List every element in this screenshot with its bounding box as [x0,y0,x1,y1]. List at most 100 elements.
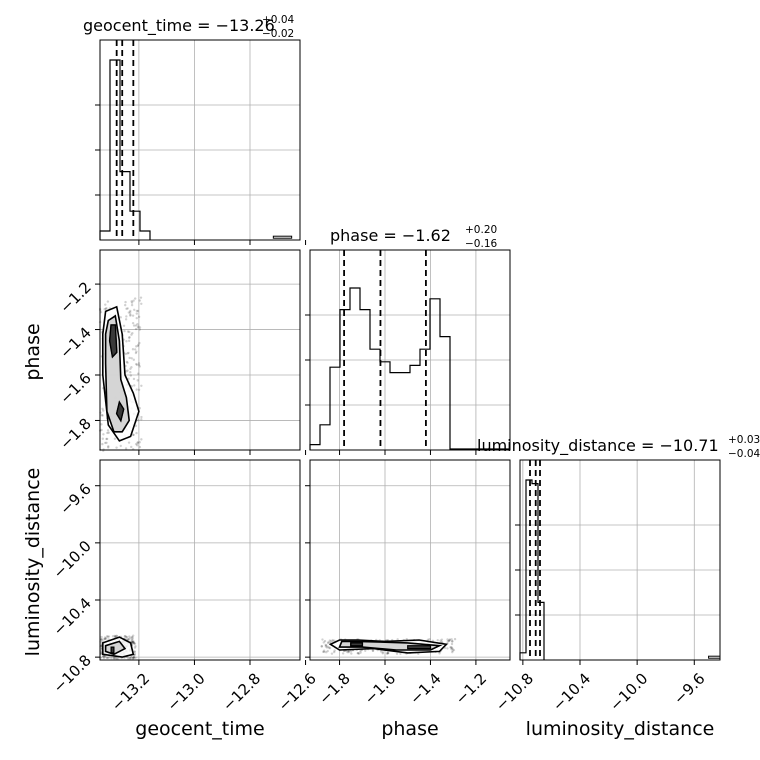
scatter-luminosity-distance-vs-phase-sample-9 [385,652,389,655]
scatter-luminosity-distance-vs-phase-sample-124 [386,651,390,655]
scatter-phase-vs-geocent-time-sample-94 [130,445,133,449]
scatter-luminosity-distance-vs-phase-frame [309,459,511,661]
hist-luminosity-distance-step [519,479,545,660]
scatter-luminosity-distance-vs-phase-sample-45 [324,645,328,648]
scatter-luminosity-distance-vs-geocent-time-sample-232 [102,655,105,658]
scatter-phase-vs-geocent-time-sample-115 [101,414,104,417]
scatter-phase-vs-geocent-time-sample-180 [132,433,135,437]
scatter-phase-vs-geocent-time-sample-203 [128,356,131,360]
scatter-luminosity-distance-vs-geocent-time-sample-243 [104,637,107,641]
scatter-phase-vs-geocent-time-sample-221 [130,333,133,336]
scatter-luminosity-distance-vs-geocent-time-sample-251 [115,634,118,638]
scatter-phase-vs-geocent-time-sample-108 [123,303,127,307]
scatter-luminosity-distance-vs-geocent-time-sample-91 [115,657,119,660]
scatter-phase-vs-geocent-time-sample-183 [134,327,138,331]
scatter-luminosity-distance-vs-geocent-time-sample-133 [105,635,109,638]
scatter-luminosity-distance-vs-geocent-time-sample-57 [131,639,134,643]
scatter-phase-vs-geocent-time-sample-72 [135,316,138,320]
scatter-phase-vs-geocent-time-sample-123 [140,438,143,441]
scatter-luminosity-distance-vs-phase-sample-31 [446,638,449,641]
scatter-luminosity-distance-vs-phase-sample-186 [327,641,330,644]
scatter-luminosity-distance-vs-phase-sample-143 [438,652,441,655]
scatter-phase-vs-geocent-time-sample-146 [136,326,140,329]
scatter-luminosity-distance-vs-geocent-time-sample-104 [111,635,115,638]
scatter-luminosity-distance-vs-phase-sample-34 [452,648,456,652]
hist-luminosity-distance-xtick-label-0: −10.8 [492,670,537,715]
scatter-luminosity-distance-vs-phase-sample-29 [328,639,332,642]
scatter-luminosity-distance-vs-geocent-time-sample-235 [131,637,134,641]
scatter-luminosity-distance-vs-phase-sample-42 [450,642,454,646]
scatter-phase-vs-geocent-time-sample-165 [132,358,135,361]
scatter-phase-vs-geocent-time-sample-162 [138,341,141,345]
scatter-luminosity-distance-vs-geocent-time-sample-259 [113,634,117,638]
scatter-luminosity-distance-vs-geocent-time-sample-37 [126,638,130,641]
scatter-luminosity-distance-vs-geocent-time-sample-60 [133,646,137,649]
scatter-luminosity-distance-vs-geocent-time-sample-25 [124,634,127,638]
scatter-phase-vs-geocent-time-sample-220 [100,423,103,426]
scatter-phase-vs-geocent-time-sample-170 [128,336,131,340]
scatter-luminosity-distance-vs-phase-sample-7 [327,645,330,648]
title-geocent-time-label: geocent_time = −13.26 [83,16,275,36]
scatter-luminosity-distance-vs-phase-sample-25 [326,649,329,653]
scatter-luminosity-distance-vs-phase-sample-0 [356,652,359,655]
scatter-luminosity-distance-vs-geocent-time-sample-117 [132,642,136,645]
hist-luminosity-distance-outlier-bin-0 [708,655,721,659]
scatter-luminosity-distance-vs-geocent-time-sample-227 [103,637,107,641]
scatter-phase-vs-geocent-time-sample-67 [127,339,131,343]
scatter-luminosity-distance-vs-phase-sample-168 [439,639,442,642]
scatter-phase-vs-geocent-time-sample-227 [119,316,122,319]
scatter-phase-vs-geocent-time-sample-131 [126,361,129,364]
scatter-luminosity-distance-vs-geocent-time-ytick-label-2: −10.0 [50,537,95,582]
title-luminosity-distance: luminosity_distance = −10.71 +0.03 −0.04 [477,434,760,460]
scatter-luminosity-distance-vs-phase-sample-91 [322,650,325,654]
scatter-luminosity-distance-vs-phase-xtick-label-0: −1.8 [315,670,353,708]
scatter-phase-vs-geocent-time-sample-255 [135,350,138,353]
scatter-luminosity-distance-vs-geocent-time-xtick-label-0: −13.2 [108,670,153,715]
scatter-luminosity-distance-vs-phase-sample-183 [328,646,332,650]
scatter-phase-vs-geocent-time-sample-226 [135,345,138,348]
scatter-phase-vs-geocent-time-sample-184 [129,309,132,313]
scatter-luminosity-distance-vs-geocent-time-sample-154 [132,641,135,644]
scatter-luminosity-distance-vs-phase-sample-37 [386,652,389,655]
scatter-luminosity-distance-vs-geocent-time-sample-178 [102,655,105,658]
scatter-phase-vs-geocent-time-sample-199 [129,371,132,374]
scatter-luminosity-distance-vs-phase-sample-199 [346,650,349,654]
title-phase: phase = −1.62 +0.20 −0.16 [330,224,497,250]
scatter-luminosity-distance-vs-geocent-time-sample-250 [100,652,103,655]
scatter-luminosity-distance-vs-phase-xtick-label-2: −1.4 [406,670,444,708]
scatter-luminosity-distance-vs-phase-sample-161 [331,638,334,642]
scatter-luminosity-distance-vs-phase-sample-80 [428,638,431,641]
title-geocent-time-minus: −0.02 [262,28,294,40]
scatter-phase-vs-geocent-time-sample-258 [105,441,108,444]
scatter-phase-vs-geocent-time-sample-100 [133,308,136,311]
scatter-phase-vs-geocent-time-sample-201 [124,300,127,304]
scatter-luminosity-distance-vs-phase-sample-117 [440,638,444,641]
scatter-luminosity-distance-vs-phase-sample-243 [440,640,443,643]
scatter-phase-vs-geocent-time-sample-234 [132,377,136,381]
scatter-luminosity-distance-vs-phase-sample-140 [324,643,327,647]
scatter-luminosity-distance-vs-geocent-time-xtick-label-3: −12.6 [275,670,320,715]
scatter-phase-vs-geocent-time-sample-48 [135,312,139,315]
title-luminosity-distance-plus: +0.03 [728,434,760,446]
hist-geocent-time-panel [95,39,307,245]
hist-geocent-time-frame [99,39,301,241]
scatter-luminosity-distance-vs-geocent-time-ytick-label-3: −9.6 [56,480,94,518]
scatter-luminosity-distance-vs-phase-sample-36 [450,646,454,649]
scatter-luminosity-distance-vs-geocent-time-sample-63 [127,657,130,660]
scatter-luminosity-distance-vs-geocent-time-sample-183 [130,638,133,642]
scatter-phase-vs-geocent-time-sample-190 [137,315,141,319]
scatter-phase-vs-geocent-time-sample-47 [104,307,107,311]
scatter-phase-vs-geocent-time-sample-60 [125,307,128,310]
scatter-phase-vs-geocent-time-sample-102 [138,445,142,449]
scatter-phase-vs-geocent-time-sample-43 [105,437,108,441]
scatter-luminosity-distance-vs-geocent-time-sample-2 [102,638,106,641]
scatter-phase-vs-geocent-time-sample-62 [106,300,110,303]
scatter-luminosity-distance-vs-geocent-time-sample-204 [131,656,135,660]
scatter-luminosity-distance-vs-phase-sample-24 [381,651,385,654]
scatter-luminosity-distance-vs-phase-sample-126 [399,652,402,655]
scatter-phase-vs-geocent-time-sample-88 [130,303,134,307]
scatter-luminosity-distance-vs-phase-core-0 [350,642,363,647]
scatter-luminosity-distance-vs-geocent-time-sample-173 [127,637,131,641]
scatter-luminosity-distance-vs-phase-sample-248 [450,640,454,643]
scatter-luminosity-distance-vs-geocent-time-sample-116 [131,657,135,660]
